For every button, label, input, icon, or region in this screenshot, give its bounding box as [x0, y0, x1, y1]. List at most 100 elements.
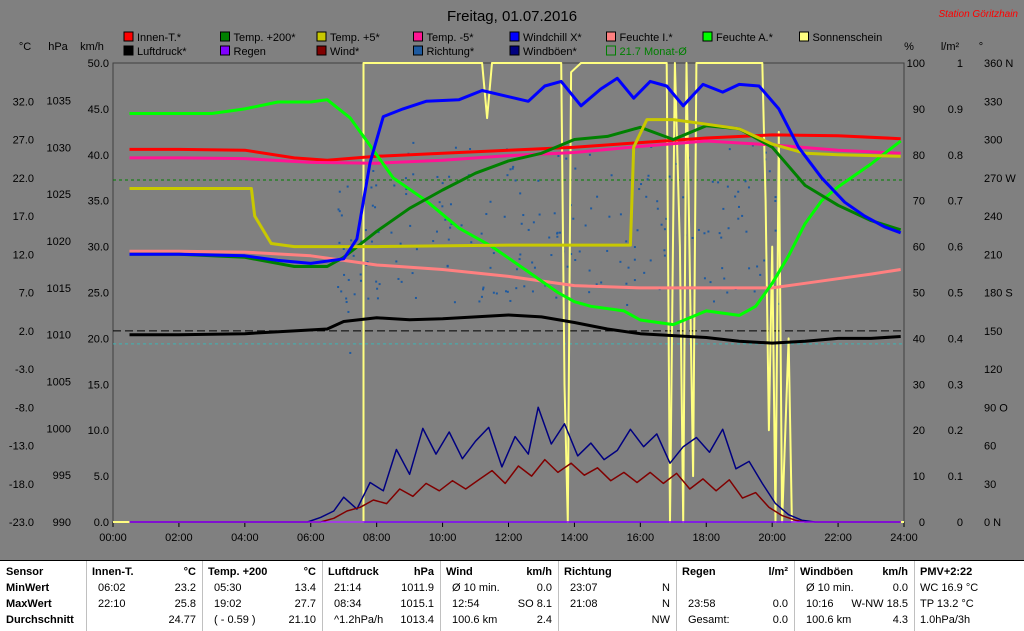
- direction-dot: [737, 217, 740, 220]
- direction-dot: [663, 249, 666, 252]
- direction-dot: [405, 193, 408, 196]
- direction-dot: [450, 222, 453, 225]
- direction-dot: [449, 203, 452, 206]
- direction-dot: [646, 178, 649, 181]
- tick-label-speed: 40.0: [88, 150, 109, 162]
- direction-dot: [519, 253, 522, 256]
- tick-label-humidity: 60: [913, 242, 925, 254]
- direction-dot: [338, 241, 341, 244]
- stats-value: N: [662, 582, 670, 594]
- legend-item: Windböen*: [509, 45, 578, 58]
- direction-dot: [531, 290, 534, 293]
- direction-dot: [625, 282, 628, 285]
- tick-label-x: 06:00: [297, 532, 325, 544]
- tick-label-press: 1010: [47, 330, 71, 342]
- legend-label: 21.7 Monat-Ø: [620, 46, 688, 58]
- series-line-sonnenschein: [113, 62, 904, 523]
- direction-dot: [519, 192, 522, 195]
- tick-label-speed: 20.0: [88, 333, 109, 345]
- stats-cell: ^1.2hPa/h: [334, 614, 384, 626]
- direction-dot: [663, 254, 666, 257]
- series-line-feuchte-i-: [129, 249, 901, 290]
- stats-value: 0.0: [536, 582, 552, 594]
- tick-label-press: 1035: [47, 95, 71, 107]
- direction-dot: [453, 301, 456, 304]
- stats-cell: Gesamt:: [688, 614, 730, 626]
- direction-dot: [727, 227, 730, 230]
- series-line-innen-t-: [129, 133, 901, 162]
- legend-label: Feuchte A.*: [716, 32, 774, 44]
- direction-dot: [492, 252, 495, 255]
- direction-dot: [728, 148, 731, 151]
- direction-dot: [377, 231, 380, 234]
- direction-dot: [345, 297, 348, 300]
- stats-col-4: Richtung 23:07 N 21:08 N NW: [558, 561, 677, 631]
- direction-dot: [337, 208, 340, 211]
- stats-cell: ( - 0.59 ): [214, 614, 256, 626]
- tick-label-press: 1000: [47, 423, 71, 435]
- legend-swatch: [123, 31, 134, 42]
- direction-dot: [744, 180, 747, 183]
- stats-cell: Innen-T.: [92, 566, 134, 578]
- direction-dot: [509, 299, 512, 302]
- legend-swatch: [413, 31, 423, 42]
- legend-label: Windböen*: [523, 46, 578, 58]
- direction-dot: [570, 253, 573, 256]
- direction-dot: [619, 213, 622, 216]
- direction-dot: [393, 184, 396, 187]
- direction-dot: [469, 147, 472, 150]
- stats-col-5: Regen l/m² 23:58 0.0 Gesamt: 0.0: [676, 561, 795, 631]
- direction-dot: [470, 241, 473, 244]
- tick-label-temp: 27.0: [13, 135, 34, 147]
- series-line-temp-200: [129, 124, 902, 268]
- stats-value: 25.8: [174, 598, 196, 610]
- tick-label-temp: 32.0: [13, 96, 34, 108]
- stats-value: 23.2: [174, 582, 196, 594]
- direction-dot: [411, 272, 414, 275]
- tick-label-temp: 12.0: [13, 249, 34, 261]
- tick-label-rain: 0.8: [948, 150, 963, 162]
- direction-dot: [338, 190, 341, 193]
- tick-label-direction: 300: [984, 135, 1002, 147]
- axis-unit-press: hPa: [48, 41, 68, 53]
- direction-dot: [359, 279, 362, 282]
- stats-header-min: MinWert: [6, 582, 50, 594]
- direction-dot: [376, 297, 379, 300]
- tick-label-speed: 10.0: [88, 425, 109, 437]
- direction-dot: [691, 236, 694, 239]
- direction-dot: [531, 261, 534, 264]
- axis-unit-deg: °: [979, 41, 983, 53]
- direction-dot: [515, 287, 518, 290]
- stats-value: 13.4: [294, 582, 316, 594]
- legend-label: Sonnenschein: [813, 32, 883, 44]
- direction-dot: [665, 217, 668, 220]
- direction-dot: [756, 265, 759, 268]
- direction-dot: [527, 228, 530, 231]
- tick-label-press: 1020: [47, 236, 71, 248]
- legend-item: Luftdruck*: [123, 45, 187, 58]
- direction-dot: [574, 167, 577, 170]
- stats-value: NW: [651, 614, 670, 626]
- direction-dot: [364, 229, 367, 232]
- direction-dot: [608, 215, 611, 218]
- legend-swatch: [606, 45, 616, 56]
- tick-label-direction: 210: [984, 249, 1002, 261]
- direction-dot: [682, 196, 685, 199]
- tick-label-press: 995: [53, 470, 71, 482]
- stats-value: 1013.4: [400, 614, 434, 626]
- direction-dot: [544, 284, 547, 287]
- direction-dot: [374, 206, 377, 209]
- direction-dot: [480, 295, 483, 298]
- direction-dot: [489, 266, 492, 269]
- direction-dot: [352, 254, 355, 257]
- direction-dot: [506, 174, 509, 177]
- direction-dot: [726, 185, 729, 188]
- series-line-temp-5: [129, 118, 901, 249]
- tick-label-press: 1030: [47, 142, 71, 154]
- axis-unit-temp: °C: [19, 41, 31, 53]
- stats-value: km/h: [882, 566, 908, 578]
- stats-value: hPa: [413, 566, 434, 578]
- pmv-line-3: 1.0hPa/3h: [920, 614, 971, 626]
- direction-dot: [703, 277, 706, 280]
- direction-dot: [556, 231, 559, 234]
